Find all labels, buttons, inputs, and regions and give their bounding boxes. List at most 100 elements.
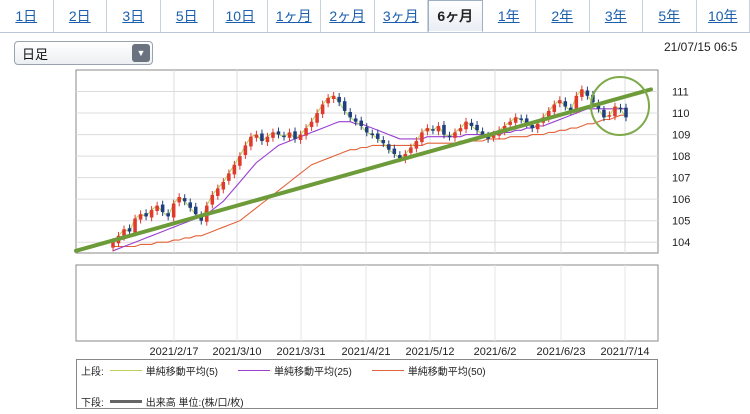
tab-13[interactable]: 10年 — [696, 0, 750, 32]
candle-body-10 — [166, 213, 170, 217]
legend-ma50-swatch — [371, 370, 404, 371]
x-tick-label-6: 2021/6/23 — [537, 346, 586, 358]
highlight-circle-annotation — [590, 76, 650, 136]
candle-body-50 — [387, 144, 391, 150]
candle-body-82 — [563, 101, 568, 107]
candle-body-5 — [138, 214, 143, 220]
candle-body-39 — [326, 97, 330, 104]
candle-body-48 — [376, 133, 380, 139]
candle-body-90 — [607, 115, 612, 117]
candle-body-80 — [552, 104, 557, 112]
period-tabs: 1日 2日 3日 5日 10日 1ヶ月 2ヶ月 3ヶ月 6ヶ月 1年 2年 3年 5年 10年 — [0, 0, 750, 33]
candle-body-43 — [348, 111, 352, 118]
candle-body-52 — [398, 155, 402, 159]
candle-body-22 — [232, 164, 237, 175]
candle-body-68 — [486, 135, 490, 139]
tab-10[interactable]: 2年 — [536, 0, 590, 32]
candle-body-79 — [547, 110, 551, 119]
y-tick-label-2: 106 — [672, 194, 690, 206]
chart-legend: 上段: 単純移動平均(5) 単純移動平均(25) 単純移動平均(50) 下段: … — [76, 359, 658, 409]
y-tick-label-3: 107 — [672, 173, 690, 185]
y-tick-label-0: 104 — [672, 237, 690, 249]
tab-6[interactable]: 2ヶ月 — [321, 0, 375, 32]
candle-body-93 — [624, 107, 628, 118]
candle-body-26 — [254, 134, 259, 138]
candle-body-44 — [353, 118, 358, 122]
legend-ma50-label: 単純移動平均(50) — [407, 367, 486, 378]
candle-body-55 — [414, 141, 419, 149]
candle-body-60 — [442, 124, 446, 135]
tab-3[interactable]: 5日 — [160, 0, 214, 32]
candle-body-57 — [425, 128, 430, 132]
tab-7[interactable]: 3ヶ月 — [374, 0, 428, 32]
candle-body-21 — [227, 173, 231, 181]
candle-body-13 — [182, 198, 187, 202]
candle-body-6 — [144, 213, 148, 217]
candle-body-8 — [155, 205, 159, 212]
candle-body-92 — [618, 107, 623, 110]
volume-panel — [75, 264, 659, 342]
tab-4[interactable]: 10日 — [214, 0, 268, 32]
candle-body-35 — [304, 128, 308, 136]
chart-interval-value: 日足 — [22, 46, 49, 62]
y-tick-label-6: 110 — [672, 108, 690, 120]
candle-body-56 — [420, 132, 424, 143]
candle-body-47 — [370, 133, 375, 136]
candle-body-46 — [364, 127, 369, 133]
candle-body-24 — [243, 145, 248, 156]
tab-8[interactable]: 6ヶ月 — [428, 0, 483, 32]
legend-lower-label: 下段: — [81, 398, 104, 409]
candle-body-36 — [309, 121, 314, 128]
legend-volume-label: 出来高 単位:(株/口/枚) — [145, 398, 244, 409]
candle-body-27 — [260, 133, 264, 142]
candle-body-63 — [458, 128, 463, 132]
x-tick-label-0: 2021/2/17 — [150, 346, 199, 358]
legend-upper-row: 上段: 単純移動平均(5) 単純移動平均(25) 単純移動平均(50) — [81, 363, 486, 378]
candle-body-45 — [359, 120, 363, 126]
candle-body-25 — [249, 136, 253, 147]
candle-body-3 — [127, 228, 132, 232]
candle-body-23 — [238, 156, 242, 166]
legend-ma25-label: 単純移動平均(25) — [274, 367, 352, 378]
legend-ma25-swatch — [238, 370, 271, 371]
candle-body-51 — [392, 148, 397, 154]
candle-body-28 — [265, 136, 270, 143]
chevron-down-icon[interactable]: ▼ — [132, 44, 150, 62]
tab-1[interactable]: 2日 — [53, 0, 107, 32]
candle-body-59 — [436, 125, 441, 132]
candle-body-2 — [122, 229, 126, 237]
candle-body-62 — [453, 132, 457, 138]
tab-9[interactable]: 1年 — [482, 0, 536, 32]
candle-body-41 — [337, 96, 341, 103]
candle-body-15 — [193, 206, 198, 215]
candle-body-0 — [111, 242, 115, 248]
candle-body-32 — [287, 132, 292, 138]
x-tick-label-1: 2021/3/10 — [213, 346, 262, 358]
tab-11[interactable]: 3年 — [589, 0, 643, 32]
candle-body-83 — [569, 107, 573, 111]
tab-2[interactable]: 3日 — [107, 0, 161, 32]
ma50-line — [113, 114, 626, 248]
legend-lower-row: 下段: 出来高 単位:(株/口/枚) — [81, 394, 244, 409]
tab-12[interactable]: 5年 — [643, 0, 697, 32]
candle-body-58 — [431, 129, 435, 131]
tab-5[interactable]: 1ヶ月 — [267, 0, 321, 32]
candle-body-89 — [602, 109, 606, 118]
candle-body-72 — [508, 121, 512, 125]
candle-body-65 — [469, 122, 474, 126]
legend-ma5-swatch — [109, 370, 142, 371]
candle-body-42 — [342, 101, 347, 111]
candle-body-81 — [558, 100, 562, 104]
tab-0[interactable]: 1日 — [0, 0, 54, 32]
candle-body-73 — [513, 117, 518, 123]
candle-body-67 — [480, 131, 485, 135]
x-tick-label-5: 2021/6/2 — [474, 346, 517, 358]
candle-body-69 — [491, 134, 496, 138]
candle-body-38 — [320, 104, 325, 115]
candle-body-4 — [133, 218, 137, 233]
candle-body-66 — [475, 124, 479, 131]
chart-interval-select[interactable]: 日足 ▼ — [14, 41, 153, 65]
x-tick-label-4: 2021/5/12 — [406, 346, 455, 358]
candle-body-85 — [580, 89, 584, 97]
